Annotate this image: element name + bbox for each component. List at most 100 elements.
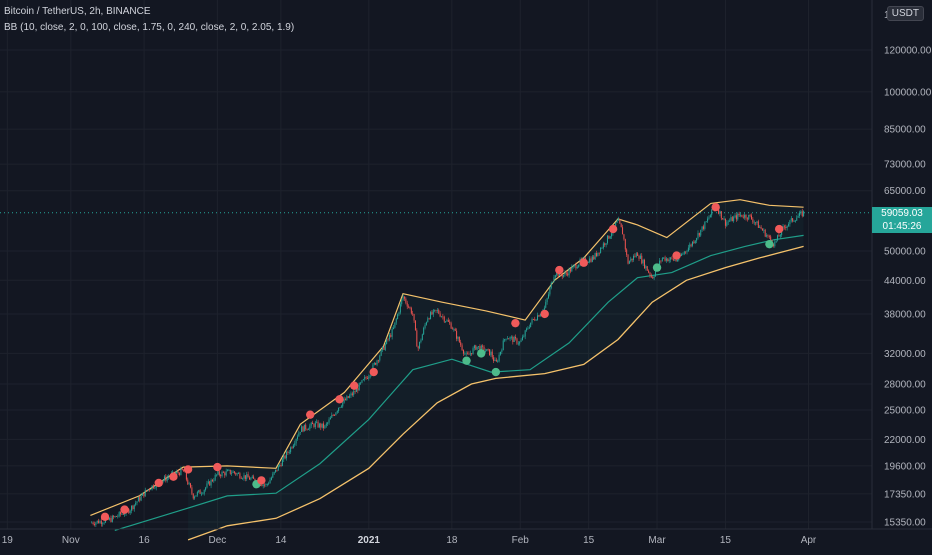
candle-body[interactable] (778, 235, 780, 237)
candle-body[interactable] (423, 327, 425, 335)
candle-body[interactable] (753, 222, 755, 224)
candle-body[interactable] (236, 473, 238, 475)
candle-body[interactable] (770, 236, 772, 241)
candle-body[interactable] (637, 253, 639, 256)
candle-body[interactable] (697, 233, 699, 239)
candle-body[interactable] (152, 485, 154, 488)
candle-body[interactable] (383, 346, 385, 350)
candle-body[interactable] (181, 468, 183, 470)
candle-body[interactable] (450, 323, 452, 329)
candle-body[interactable] (250, 478, 252, 480)
candle-body[interactable] (663, 257, 665, 259)
candle-body[interactable] (766, 235, 768, 237)
candle-body[interactable] (722, 218, 724, 220)
candle-body[interactable] (521, 336, 523, 341)
candle-body[interactable] (313, 424, 315, 428)
candle-body[interactable] (419, 341, 421, 349)
candle-body[interactable] (328, 419, 330, 423)
candle-body[interactable] (325, 423, 327, 426)
candle-body[interactable] (502, 340, 504, 351)
candle-body[interactable] (575, 264, 577, 269)
candle-body[interactable] (235, 472, 237, 475)
candle-body[interactable] (150, 489, 152, 491)
candle-body[interactable] (471, 353, 473, 355)
candle-body[interactable] (601, 247, 603, 249)
candle-body[interactable] (694, 240, 696, 244)
candle-body[interactable] (428, 318, 430, 320)
candle-body[interactable] (210, 479, 212, 486)
candle-body[interactable] (480, 345, 482, 351)
candle-body[interactable] (336, 410, 338, 413)
candle-body[interactable] (312, 422, 314, 425)
candle-body[interactable] (708, 217, 710, 219)
candle-body[interactable] (115, 516, 117, 517)
candle-body[interactable] (702, 226, 704, 229)
candle-body[interactable] (591, 256, 593, 262)
candle-body[interactable] (633, 255, 635, 260)
candle-body[interactable] (620, 223, 622, 228)
candle-body[interactable] (487, 349, 489, 350)
candle-body[interactable] (442, 316, 444, 318)
candle-body[interactable] (796, 217, 798, 221)
candle-body[interactable] (520, 340, 522, 342)
candle-body[interactable] (211, 479, 213, 482)
candle-body[interactable] (789, 220, 791, 225)
candle-body[interactable] (185, 472, 187, 480)
candle-body[interactable] (493, 357, 495, 361)
candle-body[interactable] (179, 473, 181, 476)
candle-body[interactable] (508, 338, 510, 340)
candle-body[interactable] (641, 255, 643, 264)
currency-button[interactable]: USDT (886, 6, 924, 21)
candle-body[interactable] (143, 493, 145, 497)
candle-body[interactable] (253, 476, 255, 479)
candle-body[interactable] (543, 307, 545, 310)
candle-body[interactable] (146, 490, 148, 491)
candle-body[interactable] (650, 275, 652, 277)
candle-body[interactable] (476, 346, 478, 350)
candle-body[interactable] (320, 423, 322, 428)
candle-body[interactable] (617, 219, 619, 221)
candle-body[interactable] (752, 219, 754, 223)
candle-body[interactable] (687, 247, 689, 252)
candle-body[interactable] (292, 445, 294, 448)
candle-body[interactable] (192, 493, 194, 499)
candle-body[interactable] (177, 471, 179, 474)
candle-body[interactable] (468, 353, 470, 355)
candle-body[interactable] (499, 351, 501, 355)
candle-body[interactable] (532, 319, 534, 320)
candle-body[interactable] (464, 353, 466, 355)
candle-body[interactable] (277, 465, 279, 471)
candle-body[interactable] (388, 335, 390, 340)
candle-body[interactable] (283, 455, 285, 460)
candle-body[interactable] (402, 296, 404, 300)
candle-body[interactable] (154, 487, 156, 489)
candle-body[interactable] (190, 483, 192, 488)
candle-body[interactable] (196, 491, 198, 496)
candle-body[interactable] (705, 221, 707, 223)
candle-body[interactable] (554, 275, 556, 278)
candle-body[interactable] (217, 471, 219, 475)
candle-body[interactable] (576, 267, 578, 269)
candle-body[interactable] (99, 520, 101, 524)
candle-body[interactable] (141, 493, 143, 496)
candle-body[interactable] (631, 258, 633, 260)
candle-body[interactable] (619, 219, 621, 224)
candle-body[interactable] (382, 346, 384, 350)
candle-body[interactable] (545, 302, 547, 308)
candle-body[interactable] (206, 483, 208, 488)
candle-body[interactable] (251, 476, 253, 479)
candle-body[interactable] (567, 273, 569, 276)
candle-body[interactable] (755, 222, 757, 224)
candle-body[interactable] (491, 351, 493, 358)
candle-body[interactable] (384, 344, 386, 350)
candle-body[interactable] (788, 224, 790, 226)
candle-body[interactable] (720, 211, 722, 219)
candle-body[interactable] (785, 226, 787, 229)
candle-body[interactable] (298, 432, 300, 437)
candle-body[interactable] (467, 353, 469, 355)
candle-body[interactable] (435, 309, 437, 311)
candle-body[interactable] (365, 377, 367, 379)
candle-body[interactable] (244, 475, 246, 479)
candle-body[interactable] (232, 471, 234, 473)
